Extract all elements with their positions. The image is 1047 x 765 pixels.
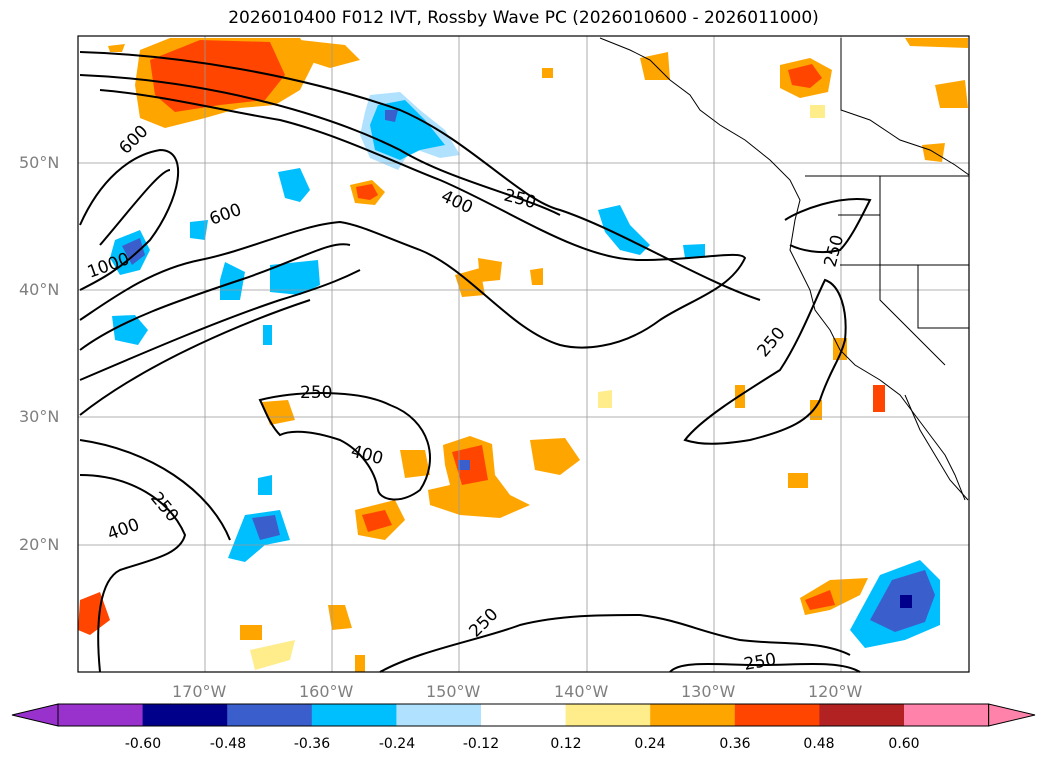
lon-label-160w: 160°W xyxy=(299,682,354,701)
colorbar-tick-4: -0.24 xyxy=(378,736,416,752)
colorbar-extend-low xyxy=(11,703,59,727)
colorbar-border xyxy=(57,703,990,727)
map-frame xyxy=(77,35,970,673)
colorbar-extend-high xyxy=(988,703,1036,727)
colorbar-tick-8: 0.36 xyxy=(719,736,751,752)
colorbar-tick-3: -0.36 xyxy=(293,736,331,752)
lon-label-120w: 120°W xyxy=(808,682,863,701)
lon-label-150w: 150°W xyxy=(426,682,481,701)
ivt-contours xyxy=(79,51,872,673)
colorbar-tick-1: -0.60 xyxy=(124,736,162,752)
colorbar-tick-9: 0.48 xyxy=(803,736,835,752)
colorbar-segment-7 xyxy=(565,704,651,726)
colorbar-tick-6: 0.12 xyxy=(550,736,582,752)
colorbar-segments xyxy=(11,703,1036,727)
lat-label-30n: 30°N xyxy=(19,407,60,426)
colorbar-segment-6 xyxy=(481,704,567,726)
colorbar-tick-5: -0.12 xyxy=(462,736,500,752)
contour-label-250-d: 250 xyxy=(300,383,332,403)
colorbar-segment-8 xyxy=(650,704,736,726)
colorbar-segment-9 xyxy=(734,704,820,726)
colorbar-segment-1 xyxy=(58,704,144,726)
lat-label-20n: 20°N xyxy=(19,535,60,554)
colorbar-segment-11 xyxy=(904,704,990,726)
colorbar-segment-4 xyxy=(311,704,397,726)
colorbar-segment-3 xyxy=(227,704,313,726)
lon-label-170w: 170°W xyxy=(172,682,227,701)
colorbar-tick-2: -0.48 xyxy=(209,736,247,752)
coastline xyxy=(599,37,970,501)
colorbar-segment-10 xyxy=(819,704,905,726)
ivt-map: 1000 600 600 400 250 250 250 250 400 250… xyxy=(77,35,970,675)
map-title: 2026010400 F012 IVT, Rossby Wave PC (202… xyxy=(228,8,819,28)
lat-label-50n: 50°N xyxy=(19,153,60,172)
colorbar-segment-5 xyxy=(396,704,482,726)
colorbar-tick-10: 0.60 xyxy=(888,736,920,752)
map-frame-background xyxy=(78,36,969,672)
colorbar-segment-2 xyxy=(142,704,228,726)
lat-label-40n: 40°N xyxy=(19,280,60,299)
lon-label-130w: 130°W xyxy=(681,682,736,701)
colorbar-tick-7: 0.24 xyxy=(634,736,666,752)
lon-label-140w: 140°W xyxy=(554,682,609,701)
